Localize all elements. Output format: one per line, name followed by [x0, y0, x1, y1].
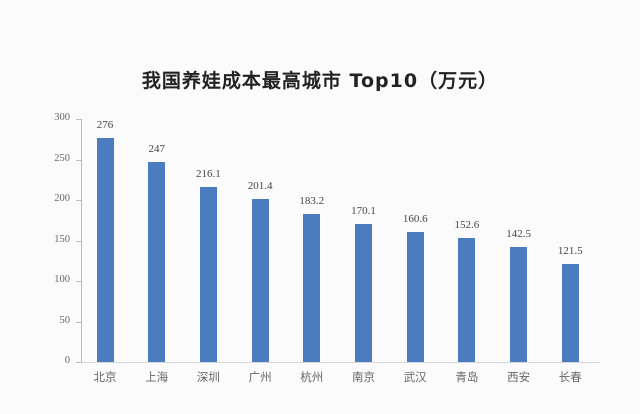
bar-北京 [96, 138, 114, 362]
y-tick-label: 250 [54, 152, 70, 164]
value-label: 152.6 [454, 219, 480, 232]
value-label: 183.2 [299, 194, 325, 207]
value-label: 170.1 [351, 205, 376, 218]
bar-深圳 [199, 186, 217, 362]
y-tick-mark [76, 362, 81, 363]
y-tick-label: 50 [59, 314, 71, 326]
value-label: 142.5 [506, 227, 531, 240]
bar-西安 [510, 246, 528, 362]
value-label: 201.4 [247, 179, 273, 192]
bar-南京 [355, 224, 372, 362]
y-tick-mark [76, 321, 81, 323]
value-label: 276 [96, 119, 114, 132]
x-axis [81, 362, 600, 363]
bar-武汉 [406, 231, 424, 362]
y-tick-mark [76, 200, 81, 201]
x-category-label: 上海 [145, 370, 169, 384]
value-label: 247 [148, 142, 165, 155]
y-tick-mark [76, 281, 81, 282]
value-label: 216.1 [196, 167, 221, 180]
x-category-label: 广州 [248, 370, 272, 384]
y-tick-label: 0 [64, 355, 70, 366]
y-tick-mark [76, 159, 81, 161]
bar-广州 [251, 198, 269, 362]
x-category-label: 青岛 [455, 370, 479, 384]
bar-长春 [561, 263, 579, 362]
y-tick-label: 150 [54, 233, 70, 245]
y-axis [81, 119, 82, 362]
x-category-label: 北京 [93, 370, 117, 384]
x-category-label: 南京 [352, 370, 375, 384]
x-category-label: 杭州 [300, 370, 324, 384]
y-tick-label: 300 [54, 112, 70, 123]
bar-青岛 [458, 238, 476, 362]
x-category-label: 深圳 [196, 370, 220, 384]
x-category-label: 长春 [558, 370, 582, 384]
y-tick-mark [76, 119, 81, 120]
y-tick-label: 100 [54, 274, 70, 285]
chart-title: 我国养娃成本最高城市 Top10（万元） [141, 70, 499, 92]
y-tick-label: 200 [54, 193, 70, 204]
x-category-label: 西安 [507, 370, 531, 384]
y-tick-mark [76, 240, 81, 242]
bar-上海 [148, 161, 166, 362]
bar-杭州 [303, 213, 321, 362]
x-category-label: 武汉 [403, 370, 427, 384]
value-label: 121.5 [557, 244, 583, 257]
value-label: 160.6 [402, 212, 428, 225]
